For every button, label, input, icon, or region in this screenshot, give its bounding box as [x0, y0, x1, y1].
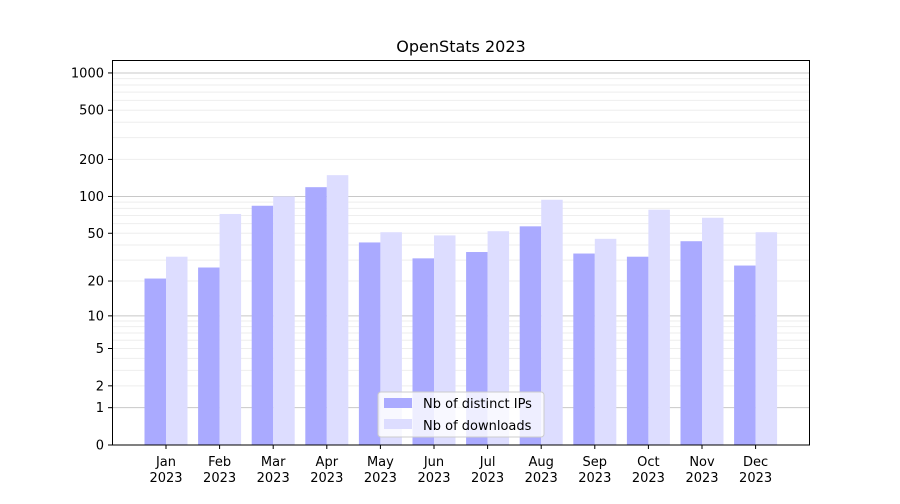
plot-frame	[112, 60, 810, 446]
x-tick-year: 2023	[203, 471, 236, 486]
bar-downloads-oct	[648, 209, 670, 445]
bar-downloads-mar	[273, 196, 295, 445]
y-tick-label: 500	[79, 104, 104, 119]
y-tick-label: 100	[79, 190, 104, 205]
x-tick-year: 2023	[364, 471, 397, 486]
x-tick-year: 2023	[471, 471, 504, 486]
bar-downloads-feb	[219, 213, 242, 445]
x-tick-label: Dec	[743, 455, 768, 470]
bar-downloads-sep	[594, 238, 617, 445]
x-tick-label: Apr	[316, 455, 339, 470]
y-axis: 0 1 2 5 10 20 50 100 200 500 1000	[71, 66, 112, 454]
bar-downloads-apr	[326, 175, 349, 446]
legend-label-ips: Nb of distinct IPs	[423, 397, 532, 412]
bar-downloads-jan	[166, 256, 188, 445]
x-tick-label: Feb	[208, 455, 231, 470]
x-tick-year: 2023	[310, 471, 343, 486]
x-tick-label: Aug	[529, 455, 554, 470]
x-tick-label: Sep	[583, 455, 608, 470]
bar-ips-mar	[251, 205, 274, 445]
bar-ips-sep	[573, 253, 595, 445]
y-tick-label: 10	[87, 309, 104, 324]
x-tick-year: 2023	[739, 471, 772, 486]
legend-box	[377, 391, 545, 438]
legend-swatch-ips	[384, 398, 412, 408]
bar-downloads-dec	[755, 232, 778, 445]
y-tick-label: 5	[96, 342, 104, 357]
x-tick-year: 2023	[525, 471, 558, 486]
x-tick-label: Oct	[637, 455, 659, 470]
bar-ips-dec	[734, 265, 756, 445]
y-tick-label: 1	[96, 401, 104, 416]
x-tick-label: Jan	[155, 455, 176, 470]
legend-swatch-downloads	[384, 419, 412, 429]
y-tick-label: 200	[79, 153, 104, 168]
x-tick-label: May	[367, 455, 394, 470]
bar-ips-feb	[198, 267, 220, 445]
bar-ips-nov	[680, 241, 702, 445]
y-tick-label: 20	[87, 275, 104, 290]
x-tick-label: Jun	[423, 455, 444, 470]
bar-downloads-nov	[702, 217, 724, 445]
x-tick-label: Jul	[479, 455, 496, 470]
x-tick-year: 2023	[257, 471, 290, 486]
x-tick-year: 2023	[578, 471, 611, 486]
y-tick-label: 50	[87, 227, 104, 242]
x-tick-year: 2023	[685, 471, 718, 486]
legend-label-downloads: Nb of downloads	[423, 419, 532, 434]
legend: Nb of distinct IPs Nb of downloads	[377, 391, 545, 438]
x-tick-label: Nov	[689, 455, 715, 470]
bar-downloads-aug	[541, 199, 563, 445]
x-tick-year: 2023	[149, 471, 182, 486]
x-axis: Jan2023Feb2023Mar2023Apr2023May2023Jun20…	[149, 445, 772, 486]
x-tick-year: 2023	[417, 471, 450, 486]
x-tick-year: 2023	[632, 471, 665, 486]
bar-ips-oct	[626, 256, 649, 445]
y-tick-label: 0	[96, 439, 104, 454]
chart-title: OpenStats 2023	[396, 37, 525, 56]
bar-ips-may	[358, 242, 381, 445]
y-tick-label: 2	[96, 379, 104, 394]
x-tick-label: Mar	[261, 455, 286, 470]
y-tick-label: 1000	[71, 66, 104, 81]
bar-ips-aug	[519, 226, 542, 445]
bar-ips-apr	[305, 187, 327, 445]
bar-ips-jan	[144, 278, 166, 445]
